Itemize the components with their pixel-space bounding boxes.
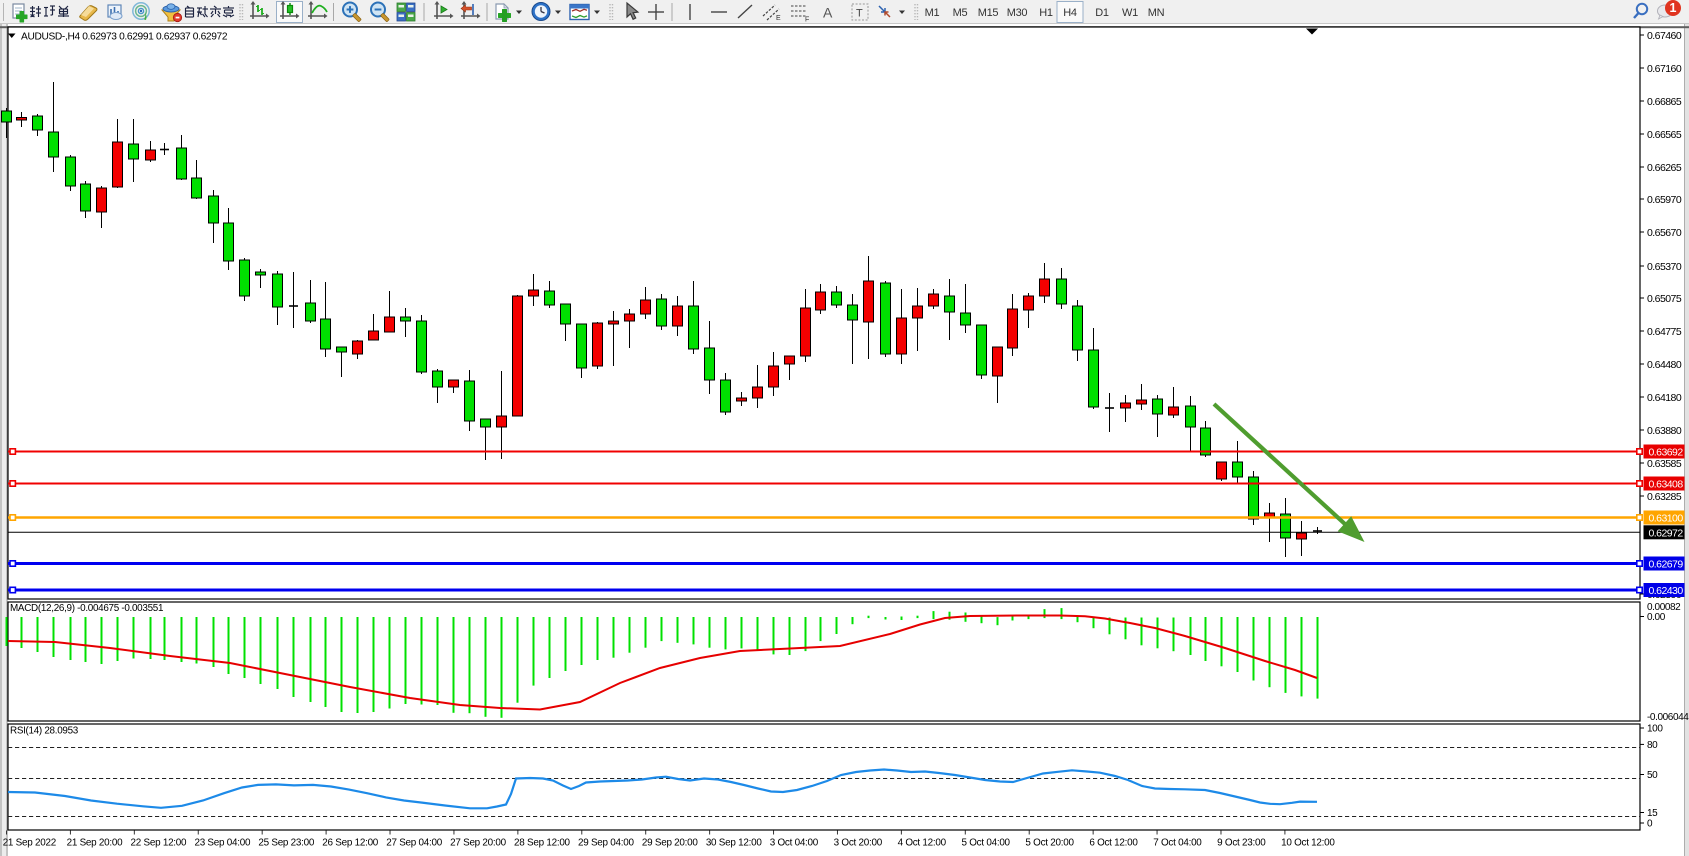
svg-text:MACD(12,26,9) -0.004675 -0.003: MACD(12,26,9) -0.004675 -0.003551 [10, 603, 164, 614]
svg-text:H4: H4 [1063, 7, 1077, 19]
svg-text:9 Oct 23:00: 9 Oct 23:00 [1217, 838, 1266, 849]
svg-text:28 Sep 12:00: 28 Sep 12:00 [514, 838, 571, 849]
svg-text:0.65370: 0.65370 [1647, 261, 1682, 273]
svg-text:M1: M1 [925, 7, 940, 19]
svg-text:50: 50 [1647, 770, 1658, 781]
svg-text:29 Sep 04:00: 29 Sep 04:00 [578, 838, 635, 849]
svg-text:M15: M15 [978, 7, 999, 19]
svg-text:T: T [856, 8, 863, 20]
svg-text:D1: D1 [1095, 7, 1109, 19]
svg-text:W1: W1 [1122, 7, 1138, 19]
svg-text:21 Sep 2022: 21 Sep 2022 [3, 838, 56, 849]
svg-text:0.63408: 0.63408 [1649, 479, 1684, 491]
svg-text:-0.006044: -0.006044 [1647, 712, 1689, 723]
svg-text:0.67460: 0.67460 [1647, 30, 1682, 42]
svg-text:27 Sep 04:00: 27 Sep 04:00 [386, 838, 443, 849]
svg-text:3 Oct 04:00: 3 Oct 04:00 [770, 838, 819, 849]
svg-text:10 Oct 12:00: 10 Oct 12:00 [1281, 838, 1335, 849]
svg-text:MN: MN [1148, 7, 1165, 19]
svg-text:0.62972: 0.62972 [1649, 527, 1684, 539]
svg-text:5 Oct 04:00: 5 Oct 04:00 [962, 838, 1011, 849]
svg-text:7 Oct 04:00: 7 Oct 04:00 [1153, 838, 1202, 849]
svg-text:0.64480: 0.64480 [1647, 359, 1682, 371]
svg-text:0.66865: 0.66865 [1647, 96, 1682, 108]
svg-text:100: 100 [1647, 724, 1663, 735]
svg-text:AUDUSD-,H4 0.62973 0.62991 0.: AUDUSD-,H4 0.62973 0.62991 0.62937 0.629… [21, 32, 228, 43]
svg-text:15: 15 [1647, 808, 1658, 819]
svg-text:0.64775: 0.64775 [1647, 326, 1682, 338]
svg-text:0.63880: 0.63880 [1647, 425, 1682, 437]
svg-text:0.63692: 0.63692 [1649, 447, 1684, 459]
svg-text:0.67160: 0.67160 [1647, 63, 1682, 75]
svg-text:M5: M5 [953, 7, 968, 19]
svg-text:0.65075: 0.65075 [1647, 293, 1682, 305]
svg-text:0: 0 [1647, 819, 1653, 830]
svg-text:3 Oct 20:00: 3 Oct 20:00 [834, 838, 883, 849]
svg-text:RSI(14) 28.0953: RSI(14) 28.0953 [10, 726, 79, 737]
svg-text:25 Sep 23:00: 25 Sep 23:00 [258, 838, 315, 849]
svg-text:1: 1 [1670, 1, 1677, 15]
svg-text:H1: H1 [1039, 7, 1053, 19]
svg-text:0.63285: 0.63285 [1647, 491, 1682, 503]
svg-text:0.62679: 0.62679 [1649, 559, 1684, 571]
svg-text:4 Oct 12:00: 4 Oct 12:00 [898, 838, 947, 849]
svg-text:6 Oct 12:00: 6 Oct 12:00 [1089, 838, 1138, 849]
svg-text:26 Sep 12:00: 26 Sep 12:00 [322, 838, 379, 849]
svg-text:23 Sep 04:00: 23 Sep 04:00 [194, 838, 251, 849]
svg-text:0.62430: 0.62430 [1649, 585, 1684, 597]
svg-text:0.65670: 0.65670 [1647, 227, 1682, 239]
svg-text:0.00082: 0.00082 [1647, 602, 1681, 613]
svg-text:E: E [776, 15, 781, 22]
svg-text:A: A [823, 5, 833, 21]
svg-text:27 Sep 20:00: 27 Sep 20:00 [450, 838, 507, 849]
svg-text:0.65970: 0.65970 [1647, 194, 1682, 206]
svg-text:0.63100: 0.63100 [1649, 513, 1684, 525]
svg-text:F: F [805, 17, 809, 24]
svg-text:0.64180: 0.64180 [1647, 392, 1682, 404]
svg-text:0.63585: 0.63585 [1647, 458, 1682, 470]
svg-text:0.00: 0.00 [1647, 612, 1666, 623]
svg-text:0.66565: 0.66565 [1647, 129, 1682, 141]
svg-text:5 Oct 20:00: 5 Oct 20:00 [1025, 838, 1074, 849]
svg-text:0.66265: 0.66265 [1647, 162, 1682, 174]
svg-text:30 Sep 12:00: 30 Sep 12:00 [706, 838, 763, 849]
svg-text:22 Sep 12:00: 22 Sep 12:00 [131, 838, 188, 849]
svg-text:80: 80 [1647, 740, 1658, 751]
svg-text:29 Sep 20:00: 29 Sep 20:00 [642, 838, 699, 849]
svg-text:21 Sep 20:00: 21 Sep 20:00 [67, 838, 124, 849]
svg-text:M30: M30 [1007, 7, 1028, 19]
